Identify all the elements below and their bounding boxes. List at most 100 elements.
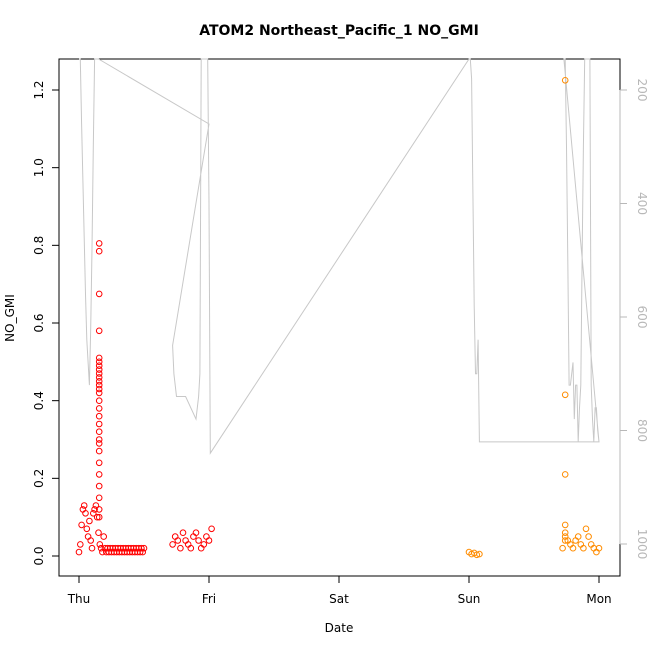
data-point xyxy=(559,544,566,552)
y2-tick-label: 200 xyxy=(635,79,649,102)
data-point xyxy=(138,544,145,552)
x-tick-label: Sat xyxy=(329,592,349,606)
data-point xyxy=(87,537,94,544)
data-point xyxy=(95,366,103,373)
data-point xyxy=(95,447,103,455)
data-point xyxy=(136,548,144,556)
data-point xyxy=(561,471,569,478)
data-point xyxy=(95,436,103,443)
data-point xyxy=(95,513,103,521)
x-tick-label: Sun xyxy=(458,592,481,606)
data-point xyxy=(95,385,103,393)
data-point xyxy=(95,482,103,490)
data-point xyxy=(582,525,590,533)
y-tick-label: 1.2 xyxy=(32,80,46,99)
data-point xyxy=(93,513,101,521)
data-point xyxy=(95,494,103,502)
y-tick-label: 0.2 xyxy=(32,469,46,488)
data-point xyxy=(77,541,84,548)
data-point xyxy=(561,537,569,544)
y-tick-label: 0.6 xyxy=(32,313,46,332)
data-point xyxy=(83,525,91,533)
data-point xyxy=(95,378,103,385)
data-point xyxy=(476,550,483,558)
x-axis: Thu Fri Sat Sun Mon xyxy=(67,575,612,606)
data-point xyxy=(95,440,103,447)
y2-axis: 200 400 600 800 1000 xyxy=(619,79,649,560)
y2-tick-label: 1000 xyxy=(635,529,649,560)
data-point xyxy=(179,529,187,537)
data-point xyxy=(139,548,146,556)
data-point xyxy=(561,529,569,537)
data-point xyxy=(95,327,103,335)
y2-tick-label: 800 xyxy=(635,419,649,442)
y-tick-label: 0.4 xyxy=(32,391,46,410)
data-point xyxy=(95,358,103,366)
data-point xyxy=(95,412,103,420)
data-point xyxy=(100,533,107,540)
data-point xyxy=(585,533,592,540)
y2-tick-label: 400 xyxy=(635,192,649,215)
data-point xyxy=(80,502,88,509)
data-point xyxy=(92,502,100,509)
data-point xyxy=(95,240,103,247)
series-2 xyxy=(465,77,603,559)
plot-frame xyxy=(58,58,621,577)
data-point xyxy=(97,544,105,552)
data-point xyxy=(561,391,569,399)
y-tick-label: 1.0 xyxy=(32,158,46,177)
data-point xyxy=(140,544,148,552)
y2-tick-label: 600 xyxy=(635,306,649,329)
data-point xyxy=(75,548,83,556)
data-point xyxy=(95,405,103,412)
data-point xyxy=(187,544,195,552)
data-point xyxy=(78,521,85,529)
data-point xyxy=(192,529,200,537)
data-point xyxy=(95,459,103,467)
data-point xyxy=(195,537,202,544)
data-point xyxy=(95,370,103,377)
data-point xyxy=(95,354,103,362)
data-point xyxy=(95,428,103,436)
data-point xyxy=(96,541,104,548)
data-point xyxy=(95,374,103,381)
data-point xyxy=(169,541,176,548)
data-point xyxy=(580,544,587,552)
data-point xyxy=(95,397,103,405)
x-tick-label: Thu xyxy=(67,592,91,606)
data-point xyxy=(473,551,481,559)
x-axis-label: Date xyxy=(325,621,354,635)
y-tick-label: 0.8 xyxy=(32,236,46,255)
data-point xyxy=(208,525,215,533)
data-point xyxy=(561,77,569,84)
data-point xyxy=(95,529,102,537)
data-point xyxy=(95,471,103,478)
data-point xyxy=(90,510,97,517)
x-tick-label: Fri xyxy=(202,592,216,606)
series-1 xyxy=(75,240,215,556)
data-point xyxy=(95,290,103,298)
y-axis: 0.0 0.2 0.4 0.6 0.8 1.0 1.2 xyxy=(32,80,60,566)
data-point xyxy=(88,544,96,552)
y-axis-label: NO_GMI xyxy=(3,294,17,342)
data-point xyxy=(174,537,182,544)
chart-title: ATOM2 Northeast_Pacific_1 NO_GMI xyxy=(199,23,479,39)
data-point xyxy=(82,510,89,517)
pressure-line-layer xyxy=(79,58,600,455)
data-point xyxy=(205,537,213,544)
points-layer xyxy=(75,77,603,559)
data-point xyxy=(91,506,98,513)
data-point xyxy=(95,389,103,397)
data-point xyxy=(177,544,184,552)
data-point xyxy=(569,544,577,552)
y-tick-label: 0.0 xyxy=(32,546,46,565)
data-point xyxy=(95,247,103,255)
data-point xyxy=(561,521,569,529)
data-point xyxy=(200,541,208,548)
data-point xyxy=(574,533,582,540)
data-point xyxy=(95,506,103,513)
x-tick-label: Mon xyxy=(586,592,611,606)
data-point xyxy=(95,362,103,370)
data-point xyxy=(95,381,103,389)
